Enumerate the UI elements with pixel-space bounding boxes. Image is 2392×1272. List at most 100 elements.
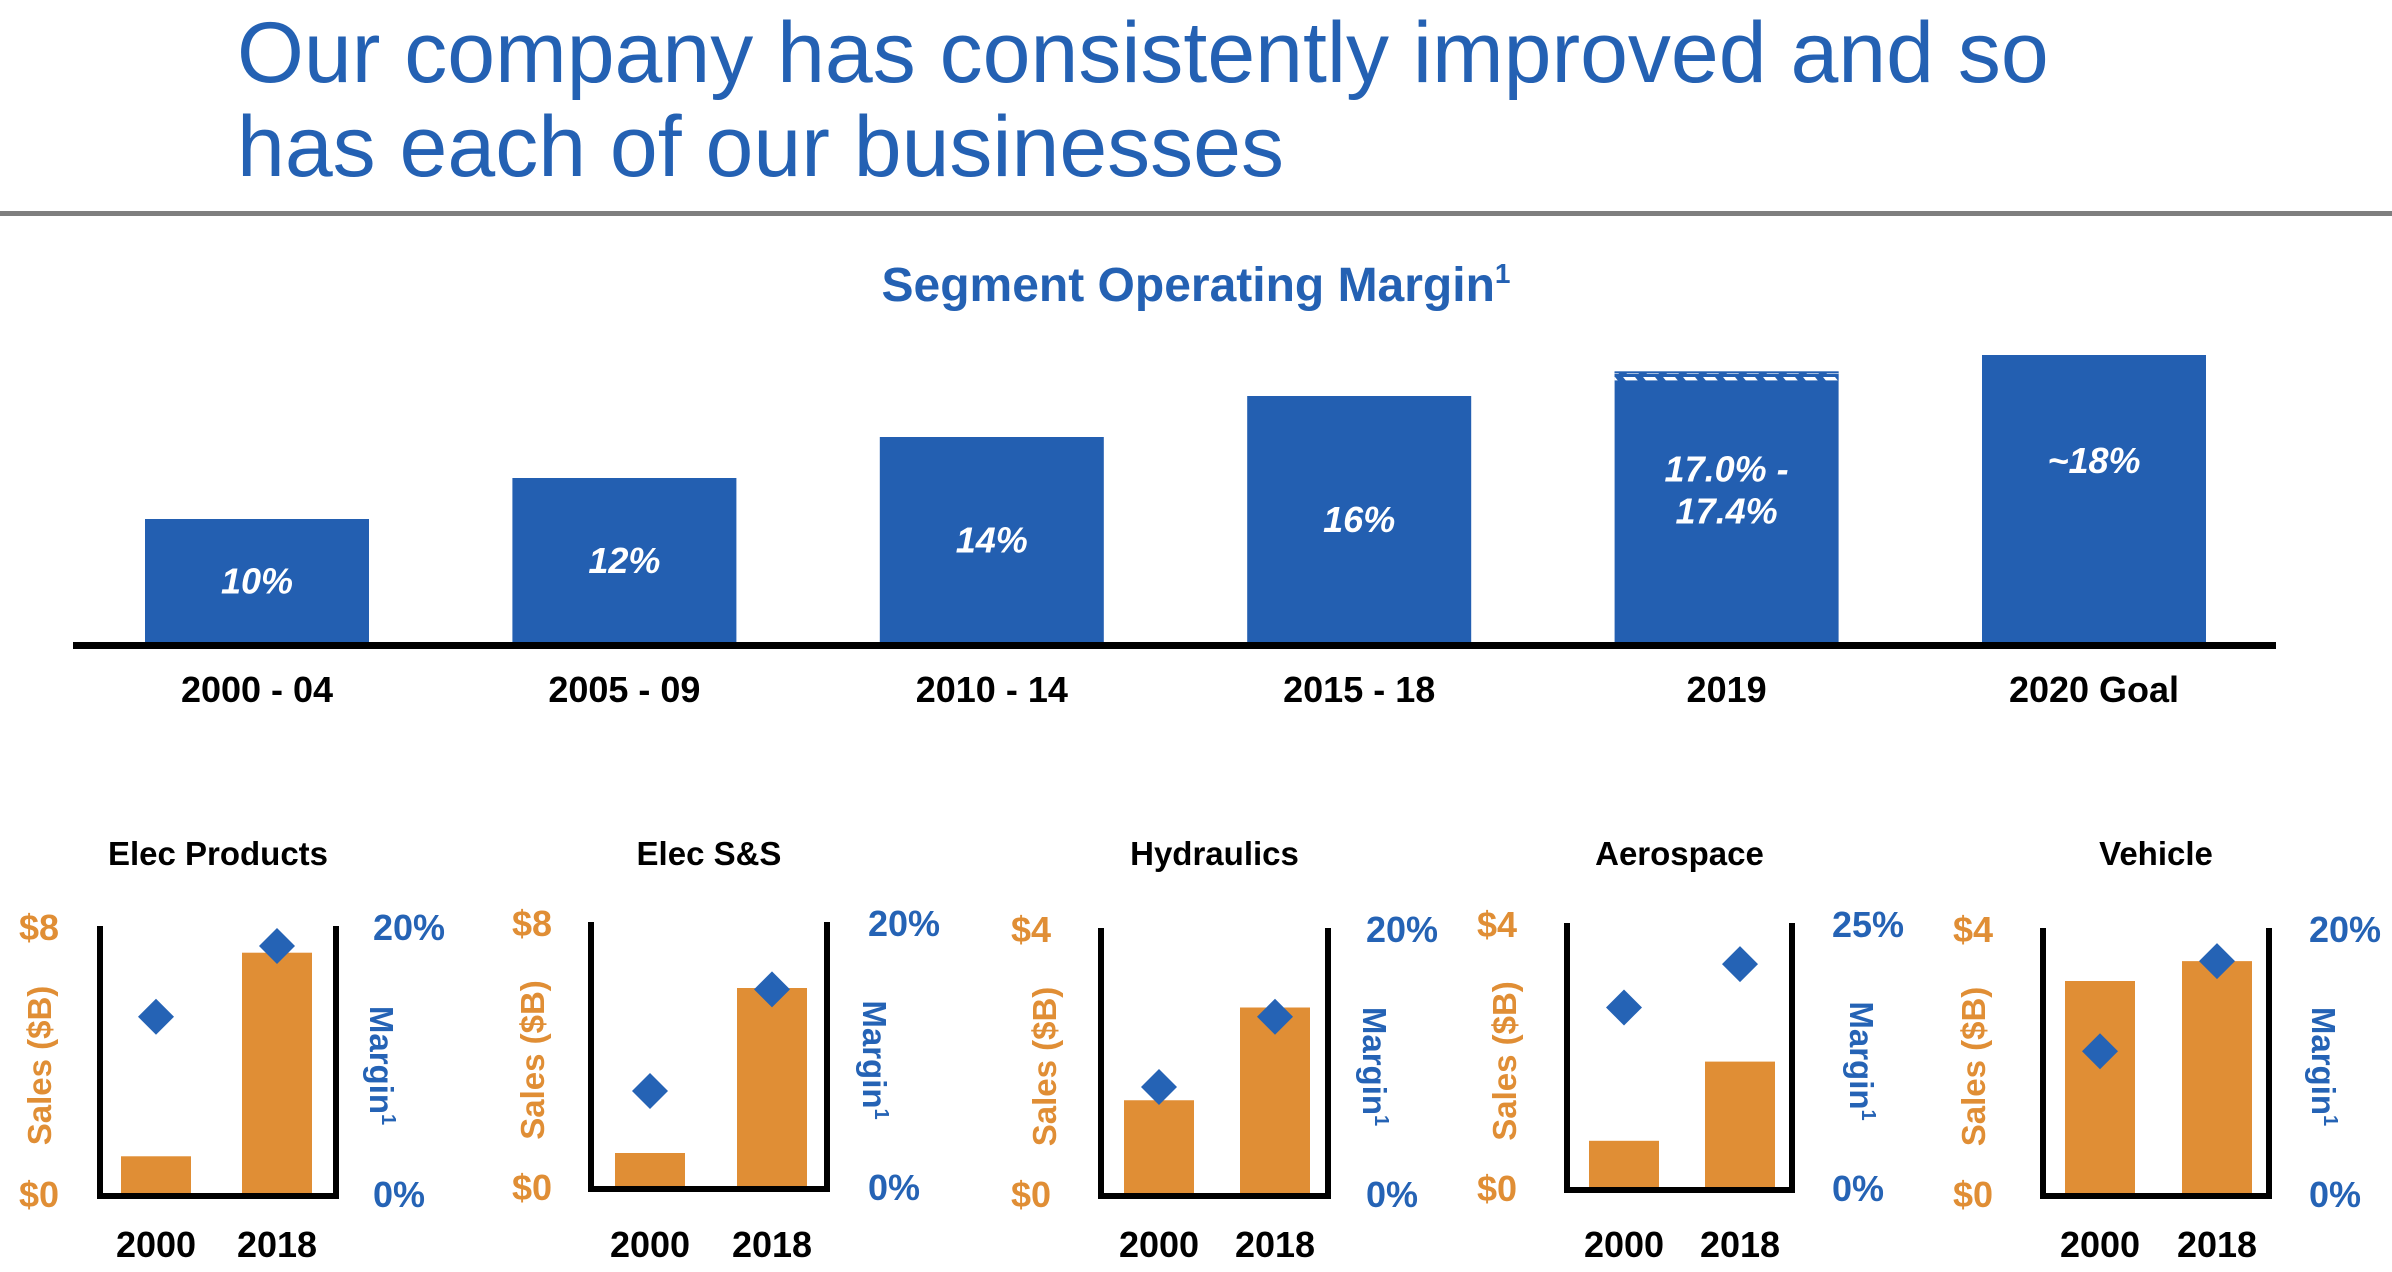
- x-axis-line: [73, 642, 2276, 649]
- margin-tick-max: 20%: [2309, 909, 2381, 950]
- panel-x-tick-label: 2018: [732, 1224, 812, 1265]
- x-tick-label: 2010 - 14: [916, 669, 1068, 710]
- sales-axis-title: Sales ($B): [1026, 987, 1063, 1147]
- margin-marker: [1141, 1069, 1177, 1105]
- slide-title-line-2: has each of our businesses: [237, 99, 1284, 195]
- margin-tick-min: 0%: [1832, 1168, 1884, 1209]
- margin-marker: [1257, 998, 1293, 1035]
- panel-title: Vehicle: [2099, 835, 2213, 872]
- slide-title: Our company has consistently improved an…: [237, 0, 2049, 194]
- panel-title: Elec S&S: [637, 835, 782, 872]
- margin-axis-title: Margin1: [2305, 1007, 2342, 1126]
- margin-tick-max: 25%: [1832, 904, 1904, 945]
- margin-tick-min: 0%: [373, 1174, 425, 1215]
- bar-value-label-line: 14%: [956, 520, 1028, 561]
- panel-x-tick-label: 2018: [237, 1224, 317, 1265]
- panel-x-tick-label: 2018: [2177, 1224, 2257, 1265]
- sales-tick-min: $0: [512, 1167, 552, 1208]
- panel-x-tick-label: 2000: [116, 1224, 196, 1265]
- sales-tick-max: $8: [19, 907, 59, 948]
- main-bar: [145, 519, 369, 642]
- right-axis-line: [1325, 928, 1331, 1199]
- margin-marker: [2199, 943, 2235, 980]
- bar-value-label-line: 17.0% -: [1665, 448, 1789, 489]
- margin-axis-title: Margin1: [363, 1006, 400, 1125]
- left-axis-line: [588, 922, 594, 1192]
- title-divider: [0, 211, 2392, 216]
- bar-value-label: 16%: [1323, 499, 1395, 540]
- footnote-marker: 1: [377, 1114, 399, 1125]
- main-bar: [879, 437, 1104, 642]
- sales-bar: [1589, 1140, 1659, 1187]
- left-axis-line: [97, 926, 103, 1199]
- sales-axis-title: Sales ($B): [21, 986, 58, 1146]
- sales-bar: [615, 1153, 685, 1186]
- margin-tick-min: 0%: [2309, 1174, 2361, 1215]
- main-bar: [512, 478, 737, 642]
- margin-marker: [754, 971, 790, 1008]
- sales-bar: [2065, 981, 2135, 1193]
- segment-panel: Hydraulics 2000 2018 $4 $0 20% 0% Sales ($B) Mar…: [1011, 835, 1438, 1265]
- sales-axis-title: Sales ($B): [514, 980, 551, 1140]
- footnote-marker: 1: [1370, 1115, 1392, 1126]
- bar-value-label: 10%: [221, 561, 293, 602]
- sales-tick-max: $4: [1477, 904, 1517, 945]
- main-bar: [1982, 355, 2206, 642]
- sales-tick-min: $0: [1477, 1168, 1517, 1209]
- main-bar-group: [879, 437, 1104, 642]
- margin-tick-max: 20%: [373, 907, 445, 948]
- segment-panel: Aerospace 2000 2018 $4 $0 25% 0% Sales ($B) Marg…: [1477, 835, 1904, 1265]
- x-axis-line: [588, 1186, 830, 1192]
- x-tick-label: 2005 - 09: [548, 669, 700, 710]
- segment-panel: Elec S&S 2000 2018 $8 $0 20% 0% Sales ($B) Margi…: [512, 835, 940, 1265]
- sales-bar: [2182, 961, 2252, 1193]
- footnote-marker: 1: [1857, 1110, 1879, 1121]
- slide-title-line-1: Our company has consistently improved an…: [237, 5, 2049, 101]
- main-chart-title: Segment Operating Margin1: [0, 246, 2392, 314]
- margin-marker: [2082, 1033, 2118, 1070]
- bar-value-label-line: 17.4%: [1676, 490, 1778, 531]
- main-bar-group: [1982, 355, 2206, 642]
- footnote-marker: 1: [2319, 1115, 2341, 1126]
- x-axis-line: [97, 1193, 339, 1199]
- main-bar-group: [1614, 371, 1839, 642]
- margin-tick-min: 0%: [868, 1167, 920, 1208]
- margin-tick-min: 0%: [1366, 1174, 1418, 1215]
- footnote-marker: 1: [1494, 258, 1511, 289]
- x-axis-line: [2040, 1193, 2272, 1199]
- margin-axis-title-text: Margin: [1356, 1007, 1393, 1115]
- margin-marker: [259, 928, 295, 965]
- x-tick-label: 2000 - 04: [181, 669, 333, 710]
- segment-panel: Vehicle 2000 2018 $4 $0 20% 0% Sales ($B) Margin…: [1953, 835, 2381, 1265]
- bar-value-label: 14%: [956, 520, 1028, 561]
- sales-tick-max: $8: [512, 903, 552, 944]
- main-bar: [1614, 371, 1839, 642]
- panel-x-tick-label: 2018: [1700, 1224, 1780, 1265]
- bar-value-label-line: 10%: [221, 561, 293, 602]
- margin-marker: [632, 1072, 668, 1109]
- bar-value-label: 12%: [588, 540, 660, 581]
- sales-tick-min: $0: [1011, 1174, 1051, 1215]
- x-tick-label: 2015 - 18: [1283, 669, 1435, 710]
- main-bar-group: [1247, 396, 1472, 642]
- right-axis-line: [2266, 928, 2272, 1199]
- bar-value-label: 17.0% -17.4%: [1665, 448, 1789, 531]
- sales-tick-max: $4: [1953, 909, 1993, 950]
- panel-title: Elec Products: [108, 835, 328, 872]
- range-hatch: [1614, 373, 1839, 381]
- left-axis-line: [2040, 928, 2046, 1199]
- main-bar: [1247, 396, 1472, 642]
- margin-axis-title: Margin1: [1356, 1007, 1393, 1126]
- right-axis-line: [824, 922, 830, 1192]
- bar-value-label: ~18%: [2047, 440, 2140, 481]
- right-axis-line: [1789, 923, 1795, 1193]
- sales-axis-title: Sales ($B): [1955, 987, 1992, 1147]
- margin-axis-title-text: Margin: [363, 1006, 400, 1114]
- margin-axis-title-text: Margin: [1843, 1001, 1880, 1109]
- segment-operating-margin-chart: 10% 2000 - 04 12% 2005 - 09 14% 2010 - 14 16% 2…: [73, 355, 2276, 710]
- x-tick-label: 2020 Goal: [2009, 669, 2179, 710]
- sales-bar: [1240, 1007, 1310, 1193]
- sales-axis-title: Sales ($B): [1486, 981, 1523, 1141]
- sales-bar: [242, 952, 312, 1193]
- sales-bar: [121, 1156, 191, 1193]
